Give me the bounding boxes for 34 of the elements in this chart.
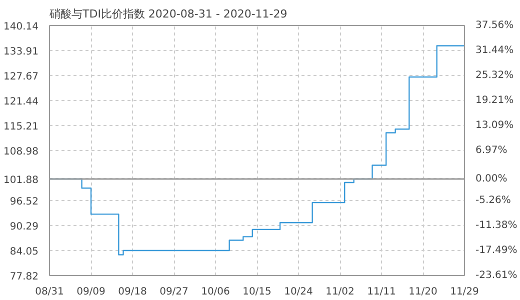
y-tick-label: 140.14 xyxy=(4,22,39,32)
y-tick-label: 96.52 xyxy=(10,196,39,208)
y-tick-label: 90.29 xyxy=(10,221,39,232)
y-tick-label: 77.82 xyxy=(10,272,39,282)
x-tick-label: 11/11 xyxy=(367,286,396,298)
x-tick-label: 09/09 xyxy=(76,286,106,298)
x-tick-label: 09/18 xyxy=(118,286,147,298)
y-tick-label: 84.05 xyxy=(10,246,39,258)
y-tick-label: 115.21 xyxy=(4,122,39,133)
y2-tick-label: 25.32% xyxy=(476,70,514,82)
x-tick-label: 10/24 xyxy=(284,286,313,298)
y2-tick-label: 0.00% xyxy=(476,174,508,185)
y2-tick-label: -23.61% xyxy=(476,270,518,281)
y2-tick-label: -11.38% xyxy=(476,220,518,232)
y2-tick-label: 6.97% xyxy=(476,145,508,156)
x-tick-label: 11/29 xyxy=(450,286,479,298)
y-tick-label: 127.67 xyxy=(4,72,39,83)
x-tick-label: 11/02 xyxy=(326,286,354,298)
y-tick-label: 101.88 xyxy=(4,174,39,186)
y2-tick-label: 31.44% xyxy=(476,45,514,56)
y-tick-label: 121.44 xyxy=(4,96,39,108)
x-tick-label: 11/20 xyxy=(408,286,438,298)
y2-tick-label: 19.21% xyxy=(476,94,514,106)
x-tick-label: 09/27 xyxy=(160,286,188,298)
y2-tick-label: -5.26% xyxy=(476,195,511,206)
y-tick-label: 133.91 xyxy=(4,46,39,58)
y2-tick-label: 37.56% xyxy=(476,20,514,31)
chart-title: 硝酸与TDI比价指数 2020-08-31 - 2020-11-29 xyxy=(48,8,288,20)
y-tick-label: 108.98 xyxy=(4,146,39,158)
y2-tick-label: 13.09% xyxy=(476,120,514,132)
x-tick-label: 08/31 xyxy=(35,286,64,298)
x-tick-label: 10/15 xyxy=(242,286,272,298)
x-tick-label: 10/06 xyxy=(201,286,230,298)
y2-tick-label: -17.49% xyxy=(476,244,518,256)
